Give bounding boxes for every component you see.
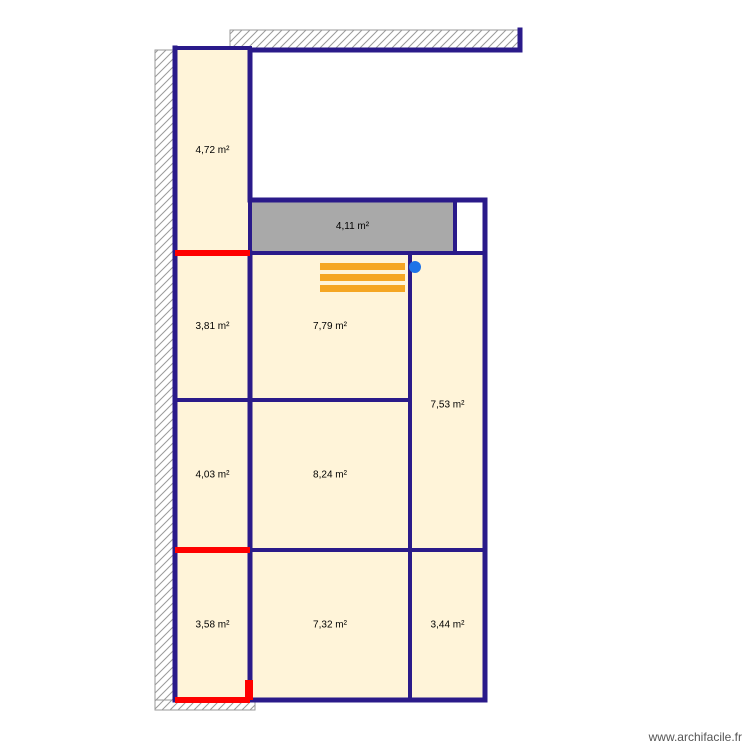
attribution-link[interactable]: www.archifacile.fr <box>649 730 742 744</box>
stair-tread-1 <box>320 274 405 281</box>
blue-marker-icon <box>409 261 421 273</box>
room-label-r1: 4,72 m² <box>196 145 231 156</box>
room-label-r8: 7,32 m² <box>313 620 348 631</box>
room-label-r6: 7,79 m² <box>313 321 348 332</box>
room-label-r5: 4,11 m² <box>336 221 370 232</box>
room-label-r9: 7,53 m² <box>431 400 466 411</box>
stair-tread-2 <box>320 285 405 292</box>
door <box>175 697 250 703</box>
floor-plan: 4,72 m² 3,81 m² 4,03 m² 3,58 m² 4,11 m² 7,79 … <box>0 0 750 750</box>
hatched-wall-segment <box>155 50 175 710</box>
door <box>245 680 253 700</box>
room-label-r10: 3,44 m² <box>431 620 466 631</box>
room-label-r4: 3,58 m² <box>196 620 231 631</box>
door <box>175 547 250 553</box>
door <box>175 250 250 256</box>
hatched-wall-segment <box>230 30 520 50</box>
room-label-r7: 8,24 m² <box>313 470 348 481</box>
room-label-r2: 3,81 m² <box>196 321 231 332</box>
room-label-r3: 4,03 m² <box>196 470 231 481</box>
stair-tread-0 <box>320 263 405 270</box>
